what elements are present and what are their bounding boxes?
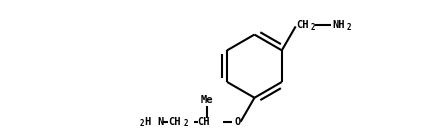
- Text: O: O: [234, 117, 241, 127]
- Text: H: H: [145, 117, 151, 127]
- Text: CH: CH: [198, 117, 210, 127]
- Text: CH: CH: [297, 20, 309, 30]
- Text: 2: 2: [347, 23, 352, 32]
- Text: CH: CH: [168, 117, 180, 127]
- Text: 2: 2: [310, 23, 315, 32]
- Text: NH: NH: [332, 20, 345, 30]
- Text: N: N: [158, 117, 164, 127]
- Text: Me: Me: [201, 95, 213, 105]
- Text: 2: 2: [139, 119, 144, 128]
- Text: 2: 2: [183, 119, 188, 128]
